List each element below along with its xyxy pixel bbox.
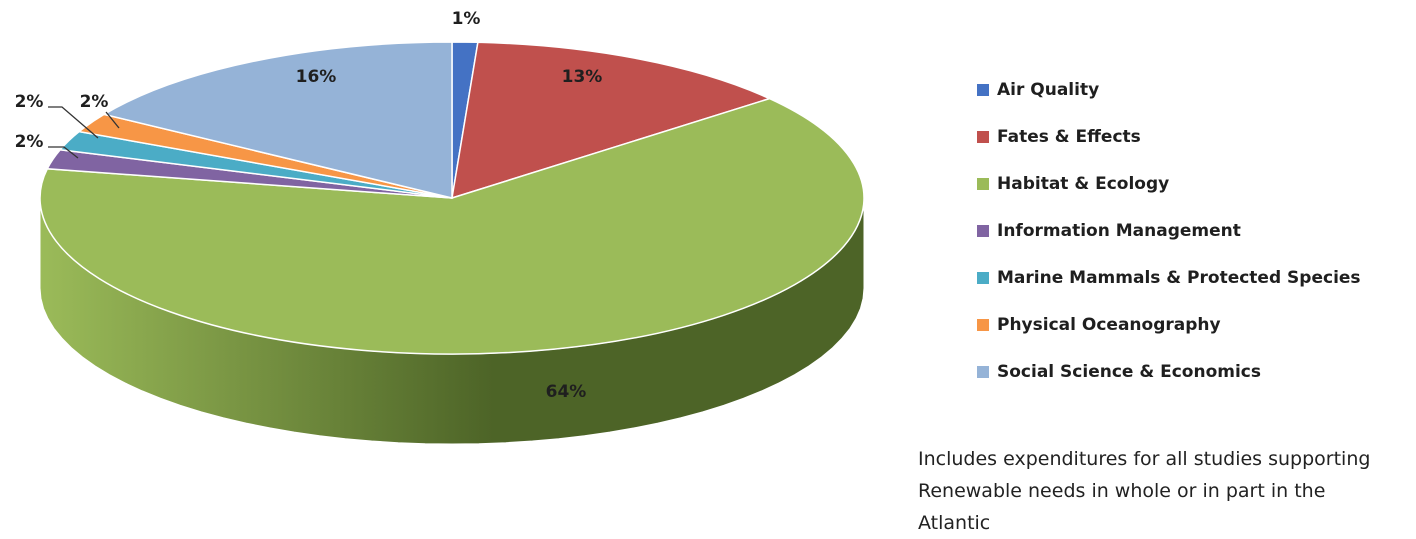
chart-note: Includes expenditures for all studies su…: [918, 448, 1371, 534]
data-label-social-science-and-economics: 16%: [296, 67, 337, 87]
pie-slices: [39, 41, 865, 355]
legend-label-air-quality: Air Quality: [997, 79, 1100, 100]
pie-slice-fates-and-effects: [451, 41, 772, 200]
legend-swatch-fates-and-effects: [977, 130, 989, 143]
data-label-information-management: 2%: [15, 132, 44, 152]
legend-swatch-physical-oceanography: [977, 318, 989, 331]
legend-item-marine-mammals-and-protected-species: Marine Mammals & Protected Species: [977, 254, 1361, 301]
legend-label-information-management: Information Management: [997, 220, 1241, 241]
legend-label-marine-mammals-and-protected-species: Marine Mammals & Protected Species: [997, 267, 1361, 288]
pie-chart-canvas: 1% 13% 64% 2% 2% 2% 16%: [15, 9, 865, 445]
label-leader-lines: [48, 106, 120, 159]
leader-line-information-management: [48, 146, 79, 159]
legend-label-habitat-and-ecology: Habitat & Ecology: [997, 173, 1170, 194]
legend-swatch-habitat-and-ecology: [977, 177, 989, 190]
data-label-habitat-and-ecology: 64%: [546, 382, 587, 402]
data-label-physical-oceanography: 2%: [80, 92, 109, 112]
legend-swatch-information-management: [977, 224, 989, 237]
legend-item-habitat-and-ecology: Habitat & Ecology: [977, 160, 1361, 207]
data-label-fates-and-effects: 13%: [562, 67, 603, 87]
legend-swatch-air-quality: [977, 83, 989, 96]
data-label-air-quality: 1%: [452, 9, 481, 29]
legend-label-physical-oceanography: Physical Oceanography: [997, 314, 1221, 335]
legend-label-social-science-and-economics: Social Science & Economics: [997, 361, 1261, 382]
data-labels: 1% 13% 64% 2% 2% 2% 16%: [15, 9, 603, 402]
leader-line-physical-oceanography: [105, 111, 120, 129]
legend-item-information-management: Information Management: [977, 207, 1361, 254]
legend-item-air-quality: Air Quality: [977, 66, 1361, 113]
legend-item-physical-oceanography: Physical Oceanography: [977, 301, 1361, 348]
pie-slice-social-science-and-economics: [102, 41, 453, 199]
leader-line-marine-mammals-and-protected-species: [48, 106, 99, 139]
legend-item-social-science-and-economics: Social Science & Economics: [977, 348, 1361, 395]
legend-swatch-marine-mammals-and-protected-species: [977, 271, 989, 284]
pie-chart: 1% 13% 64% 2% 2% 2% 16% Air Quality Fates & Eff…: [15, 9, 1371, 534]
legend-swatch-social-science-and-economics: [977, 365, 989, 378]
data-label-marine-mammals-and-protected-species: 2%: [15, 92, 44, 112]
legend-label-fates-and-effects: Fates & Effects: [997, 126, 1141, 147]
pie-slice-habitat-and-ecology: [39, 97, 865, 355]
legend-item-fates-and-effects: Fates & Effects: [977, 113, 1361, 160]
legend: Air Quality Fates & Effects Habitat & Ecol…: [977, 66, 1361, 395]
